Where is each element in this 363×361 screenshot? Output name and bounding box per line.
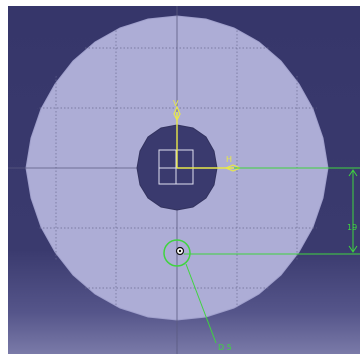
v-axis-label: V (173, 99, 179, 108)
dimension-arrow-bottom-icon (348, 245, 358, 253)
small-hole-sketch[interactable] (163, 239, 191, 267)
diameter-dimension-label[interactable]: D 5 (218, 343, 232, 352)
dimension-arrow-top-icon (348, 169, 358, 177)
v-axis-arrow-icon (173, 105, 181, 122)
sketch-canvas[interactable]: V H 19 D 5 (8, 6, 360, 354)
h-axis-arrow-icon (224, 164, 242, 172)
h-axis-label: H (226, 155, 232, 164)
distance-dimension[interactable] (184, 167, 360, 255)
sketch-axes[interactable]: V H (173, 99, 242, 172)
3d-viewport[interactable]: V H 19 D 5 (8, 6, 360, 354)
sketch-grid (25, 16, 329, 320)
distance-dimension-value[interactable]: 19 (347, 223, 357, 232)
diameter-leader[interactable] (185, 263, 217, 344)
small-hole-circle (163, 239, 191, 267)
